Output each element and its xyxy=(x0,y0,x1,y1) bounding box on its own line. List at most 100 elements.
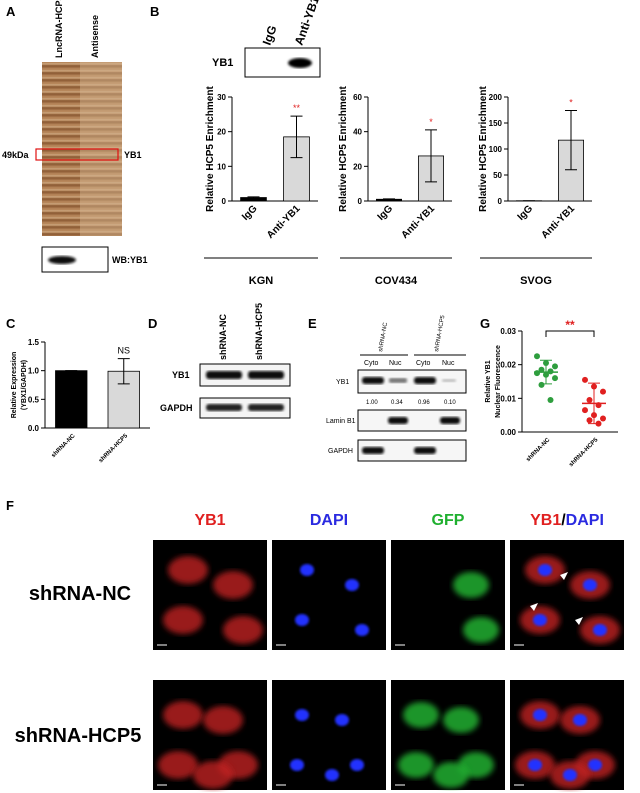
point xyxy=(600,415,606,422)
y-axis-label: Relative HCP5 Enrichment xyxy=(338,86,349,212)
y-tick-label: 0.00 xyxy=(500,428,516,437)
band-label: GAPDH xyxy=(160,403,193,413)
band-label: GAPDH xyxy=(328,448,353,455)
panel-letter: D xyxy=(148,316,157,331)
error-bar xyxy=(565,110,577,171)
sd-bar xyxy=(588,382,600,425)
y-tick-label: 30 xyxy=(217,93,226,102)
y-tick-label: 0 xyxy=(222,197,227,206)
fraction-label: Cyto xyxy=(364,360,379,367)
blot-band xyxy=(248,404,284,411)
nucleus xyxy=(350,759,364,771)
x-tick-label: shRNA-NC xyxy=(51,433,77,459)
sd-bar xyxy=(540,359,552,385)
blot-band xyxy=(288,58,312,68)
band-label: YB1 xyxy=(212,57,233,69)
x-tick-label: Anti-YB1 xyxy=(539,203,577,241)
column-header: YB1 xyxy=(194,512,225,529)
error-bar xyxy=(425,129,437,183)
nucleus xyxy=(295,614,309,626)
nucleus xyxy=(533,709,547,721)
panel-letter: G xyxy=(480,316,490,331)
highlight-box xyxy=(35,148,119,161)
significance: NS xyxy=(117,346,130,356)
blot-label: WB:YB1 xyxy=(112,255,148,265)
y-tick-label: 200 xyxy=(489,93,503,102)
cell-signal xyxy=(213,571,253,599)
y-tick-label: 0.0 xyxy=(28,424,40,433)
row-label: shRNA-NC xyxy=(29,583,131,605)
y-tick-label: 0.02 xyxy=(500,361,516,370)
point xyxy=(586,417,593,424)
blot-band xyxy=(442,379,456,382)
point xyxy=(600,388,606,395)
significance: ** xyxy=(565,318,575,332)
blot-frame xyxy=(199,397,291,419)
x-axis-label: SVOG xyxy=(520,275,552,287)
cell-signal xyxy=(398,752,434,778)
nucleus xyxy=(588,759,602,771)
x-axis-label: COV434 xyxy=(375,275,418,287)
nucleus xyxy=(345,579,359,591)
nucleus xyxy=(528,759,542,771)
y-axis-label: Relative YB1 xyxy=(485,360,492,402)
panel-letter: C xyxy=(6,316,16,331)
y-tick-label: 40 xyxy=(353,128,362,137)
blot-band xyxy=(440,417,460,424)
ratio-label: 0.96 xyxy=(418,400,430,406)
cell-signal xyxy=(433,762,469,788)
nucleus xyxy=(533,614,547,626)
significance: ** xyxy=(293,103,301,113)
y-tick-label: 0.5 xyxy=(28,395,40,404)
blot-band xyxy=(414,377,436,384)
bar xyxy=(55,370,88,429)
cell-signal xyxy=(403,702,439,728)
y-tick-label: 10 xyxy=(217,162,226,171)
cell-signal xyxy=(463,617,499,643)
micrograph xyxy=(272,540,386,650)
micrographs xyxy=(153,540,624,790)
y-tick-label: 20 xyxy=(353,162,362,171)
header-part: / xyxy=(561,512,566,529)
cell-signal xyxy=(443,707,479,733)
blot-frame xyxy=(199,363,291,387)
error-bar xyxy=(290,115,303,159)
blot-band xyxy=(389,378,407,383)
cell-signal xyxy=(193,761,233,789)
ratio-label: 0.10 xyxy=(444,400,456,406)
blot-band xyxy=(362,377,384,384)
lane-label: shRNA-NC xyxy=(218,314,228,360)
nucleus xyxy=(538,564,552,576)
y-tick-label: 50 xyxy=(493,171,502,180)
y-tick-label: 1.0 xyxy=(28,367,40,376)
ratio-label: 1.00 xyxy=(366,400,378,406)
arrowhead xyxy=(575,617,583,625)
x-tick-label: shRNA-NC xyxy=(525,437,551,463)
x-tick-label: shRNA-HCP5 xyxy=(98,433,130,465)
point xyxy=(534,370,540,377)
panel-letter: E xyxy=(308,316,317,331)
point xyxy=(534,353,540,360)
blot-band xyxy=(248,371,284,379)
point xyxy=(552,363,558,370)
arrowhead xyxy=(560,572,568,580)
blot-band xyxy=(48,256,76,264)
panel-letter: A xyxy=(6,4,16,19)
column-header: DAPI xyxy=(310,512,348,529)
fraction-label: Nuc xyxy=(442,360,455,367)
nucleus xyxy=(583,579,597,591)
nucleus xyxy=(563,769,577,781)
panel-letter: B xyxy=(150,4,159,19)
band-label: YB1 xyxy=(124,150,142,160)
x-axis-label: KGN xyxy=(249,275,274,287)
significance: * xyxy=(569,98,573,108)
lane-label: Antisense xyxy=(90,15,100,58)
blot-frame xyxy=(357,439,467,462)
ratio-label: 0.34 xyxy=(391,400,403,406)
fraction-label: Nuc xyxy=(389,360,402,367)
x-tick-label: Anti-YB1 xyxy=(399,203,437,241)
lane-label: shRNA-HCP5 xyxy=(434,314,446,352)
point xyxy=(547,397,554,404)
error-bar xyxy=(383,198,395,201)
